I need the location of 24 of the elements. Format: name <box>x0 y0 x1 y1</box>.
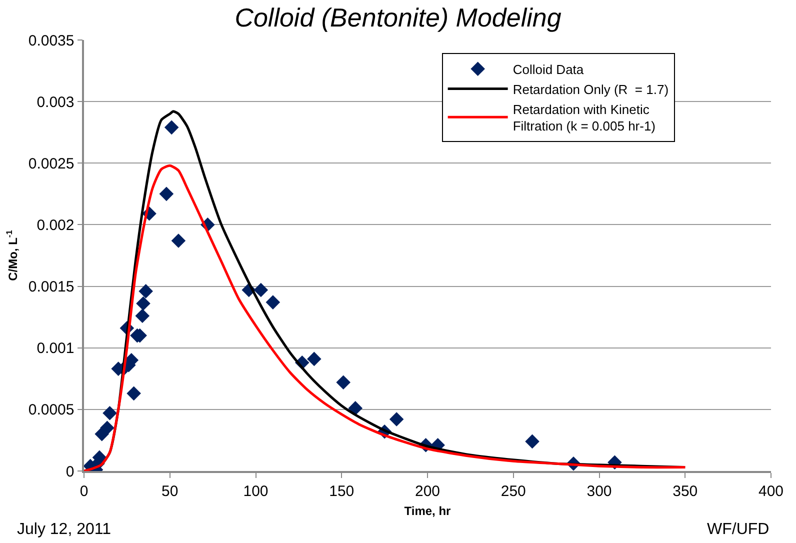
y-tick-label: 0.001 <box>36 340 74 358</box>
x-tick-label: 50 <box>162 482 178 500</box>
x-tick-label: 150 <box>329 482 354 500</box>
legend-label: Retardation Only (R = 1.7) <box>512 82 669 97</box>
y-tick-label: 0.002 <box>36 216 74 234</box>
y-tick-label: 0.003 <box>36 94 74 111</box>
x-tick-label: 200 <box>414 482 440 500</box>
y-tick-label: 0.0025 <box>28 155 74 172</box>
x-axis-title: Time, hr <box>404 504 452 518</box>
x-tick-label: 250 <box>500 482 526 500</box>
y-tick-label: 0.0035 <box>28 32 74 50</box>
y-tick-label: 0.0015 <box>28 278 74 296</box>
x-tick-label: 350 <box>672 482 698 500</box>
x-tick-label: 100 <box>243 482 268 500</box>
text: WF/UFD <box>707 521 770 538</box>
x-tick-label: 300 <box>586 482 612 500</box>
x-tick-label: 0 <box>80 482 88 500</box>
chart-title: Colloid (Bentonite) Modeling <box>234 2 562 32</box>
text: July 12, 2011 <box>17 521 112 538</box>
x-tick-label: 400 <box>758 482 784 500</box>
y-tick-label: 0.0005 <box>28 402 74 419</box>
legend-label: Colloid Data <box>512 62 584 77</box>
y-tick-label: 0 <box>66 463 74 480</box>
legend-label: Retardation with Kinetic Filtration (k = 0.005 hr-1) <box>512 102 656 134</box>
